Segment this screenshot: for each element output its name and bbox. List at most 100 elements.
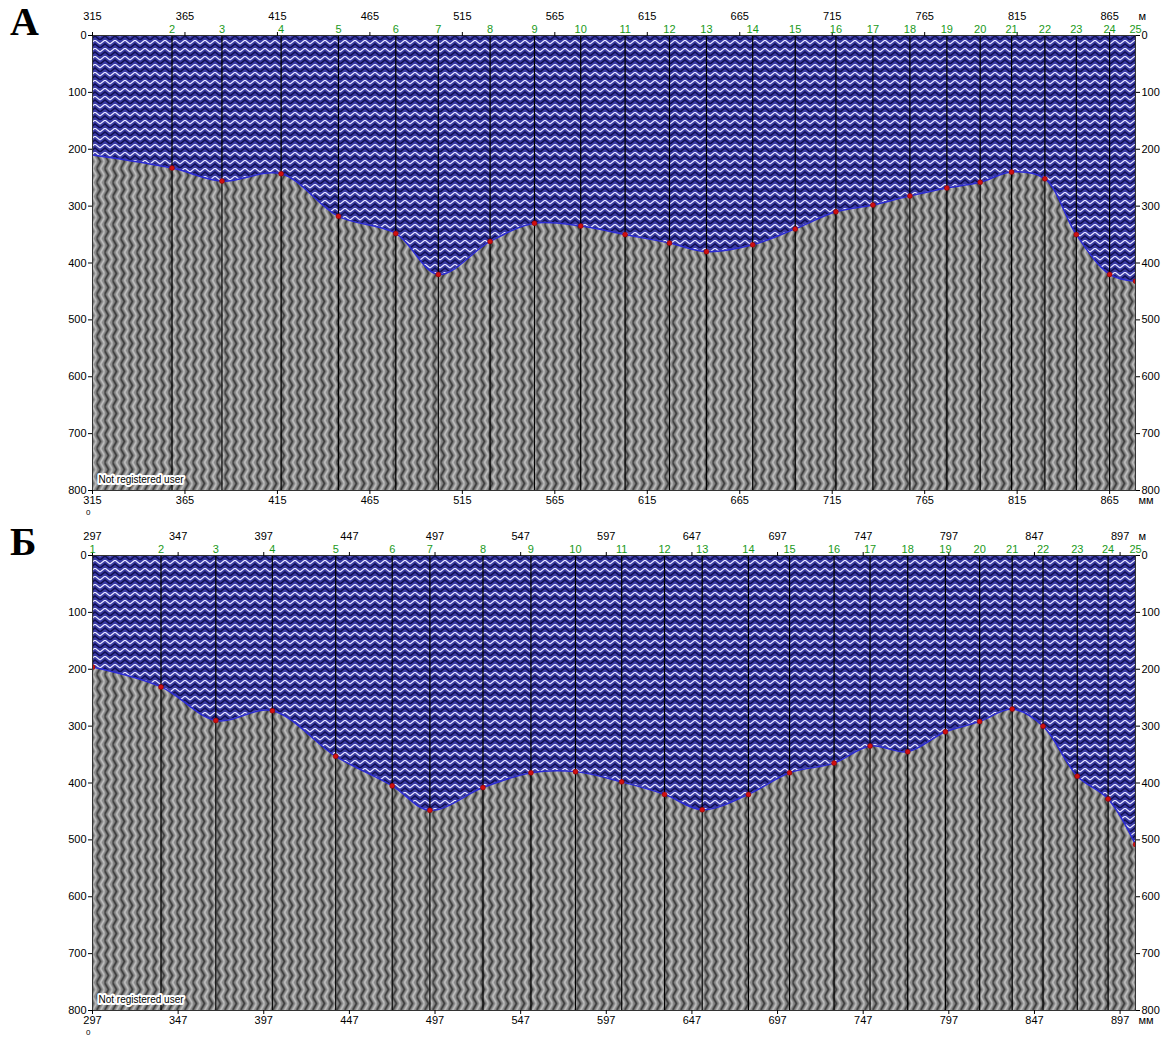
svg-text:400: 400 (1142, 777, 1160, 789)
svg-text:23: 23 (1070, 23, 1082, 35)
svg-text:19: 19 (939, 543, 951, 555)
svg-text:697: 697 (768, 530, 786, 542)
svg-text:400: 400 (1142, 257, 1160, 269)
svg-text:465: 465 (361, 494, 379, 506)
svg-text:6: 6 (393, 23, 399, 35)
svg-text:5: 5 (333, 543, 339, 555)
svg-text:397: 397 (255, 1014, 273, 1026)
svg-text:12: 12 (663, 23, 675, 35)
svg-text:8: 8 (480, 543, 486, 555)
svg-text:100: 100 (1142, 606, 1160, 618)
svg-text:8: 8 (487, 23, 493, 35)
svg-text:200: 200 (68, 663, 86, 675)
svg-text:297: 297 (83, 530, 101, 542)
svg-text:565: 565 (546, 10, 564, 22)
svg-text:9: 9 (531, 23, 537, 35)
svg-text:415: 415 (268, 10, 286, 22)
svg-text:5: 5 (335, 23, 341, 35)
svg-text:515: 515 (453, 494, 471, 506)
svg-text:800: 800 (68, 1004, 86, 1016)
svg-text:500: 500 (68, 313, 86, 325)
svg-text:18: 18 (902, 543, 914, 555)
svg-text:16: 16 (830, 23, 842, 35)
svg-text:700: 700 (68, 947, 86, 959)
svg-text:17: 17 (864, 543, 876, 555)
svg-text:897: 897 (1111, 530, 1129, 542)
svg-text:500: 500 (1142, 833, 1160, 845)
svg-text:200: 200 (68, 143, 86, 155)
svg-text:500: 500 (1142, 313, 1160, 325)
svg-text:847: 847 (1025, 530, 1043, 542)
svg-text:300: 300 (1142, 720, 1160, 732)
svg-text:547: 547 (511, 530, 529, 542)
svg-text:447: 447 (340, 530, 358, 542)
svg-text:м: м (1139, 530, 1147, 542)
svg-text:315: 315 (83, 494, 101, 506)
svg-text:815: 815 (1008, 10, 1026, 22)
svg-text:700: 700 (1142, 947, 1160, 959)
svg-text:6: 6 (389, 543, 395, 555)
svg-text:500: 500 (68, 833, 86, 845)
svg-text:797: 797 (940, 1014, 958, 1026)
svg-text:447: 447 (340, 1014, 358, 1026)
svg-text:0: 0 (80, 549, 86, 561)
svg-text:797: 797 (940, 530, 958, 542)
svg-text:17: 17 (867, 23, 879, 35)
svg-text:11: 11 (616, 543, 627, 555)
svg-text:600: 600 (68, 370, 86, 382)
svg-text:23: 23 (1071, 543, 1083, 555)
svg-text:815: 815 (1008, 494, 1026, 506)
svg-text:21: 21 (1005, 23, 1017, 35)
svg-text:2: 2 (158, 543, 164, 555)
svg-text:22: 22 (1039, 23, 1051, 35)
svg-text:565: 565 (546, 494, 564, 506)
svg-text:200: 200 (1142, 143, 1160, 155)
svg-text:715: 715 (823, 10, 841, 22)
svg-text:7: 7 (435, 23, 441, 35)
svg-text:847: 847 (1025, 1014, 1043, 1026)
svg-text:400: 400 (68, 777, 86, 789)
svg-text:765: 765 (916, 494, 934, 506)
svg-text:0: 0 (86, 508, 91, 517)
svg-text:700: 700 (1142, 427, 1160, 439)
svg-text:397: 397 (255, 530, 273, 542)
svg-text:365: 365 (176, 494, 194, 506)
svg-text:665: 665 (731, 10, 749, 22)
svg-text:297: 297 (83, 1014, 101, 1026)
svg-text:800: 800 (68, 484, 86, 496)
svg-text:м: м (1139, 10, 1147, 22)
svg-text:715: 715 (823, 494, 841, 506)
svg-text:597: 597 (597, 530, 615, 542)
svg-text:865: 865 (1100, 494, 1118, 506)
svg-text:0: 0 (86, 1028, 91, 1037)
svg-text:765: 765 (916, 10, 934, 22)
svg-text:300: 300 (1142, 200, 1160, 212)
svg-text:747: 747 (854, 530, 872, 542)
svg-text:415: 415 (268, 494, 286, 506)
svg-text:400: 400 (68, 257, 86, 269)
svg-text:0: 0 (80, 29, 86, 41)
svg-text:547: 547 (511, 1014, 529, 1026)
svg-text:515: 515 (453, 10, 471, 22)
svg-text:3: 3 (213, 543, 219, 555)
svg-text:13: 13 (696, 543, 708, 555)
svg-text:600: 600 (1142, 370, 1160, 382)
svg-text:597: 597 (597, 1014, 615, 1026)
svg-text:0: 0 (1142, 29, 1148, 41)
svg-text:497: 497 (426, 1014, 444, 1026)
svg-text:10: 10 (575, 23, 587, 35)
svg-text:15: 15 (783, 543, 795, 555)
svg-text:10: 10 (569, 543, 581, 555)
svg-text:мм: мм (1139, 494, 1154, 506)
svg-text:мм: мм (1139, 1014, 1154, 1026)
svg-text:100: 100 (1142, 86, 1160, 98)
svg-text:2: 2 (169, 23, 175, 35)
svg-text:13: 13 (700, 23, 712, 35)
svg-text:365: 365 (176, 10, 194, 22)
svg-text:647: 647 (683, 530, 701, 542)
svg-text:200: 200 (1142, 663, 1160, 675)
svg-text:25: 25 (1129, 23, 1141, 35)
svg-text:100: 100 (68, 86, 86, 98)
svg-text:18: 18 (904, 23, 916, 35)
svg-text:24: 24 (1103, 23, 1115, 35)
